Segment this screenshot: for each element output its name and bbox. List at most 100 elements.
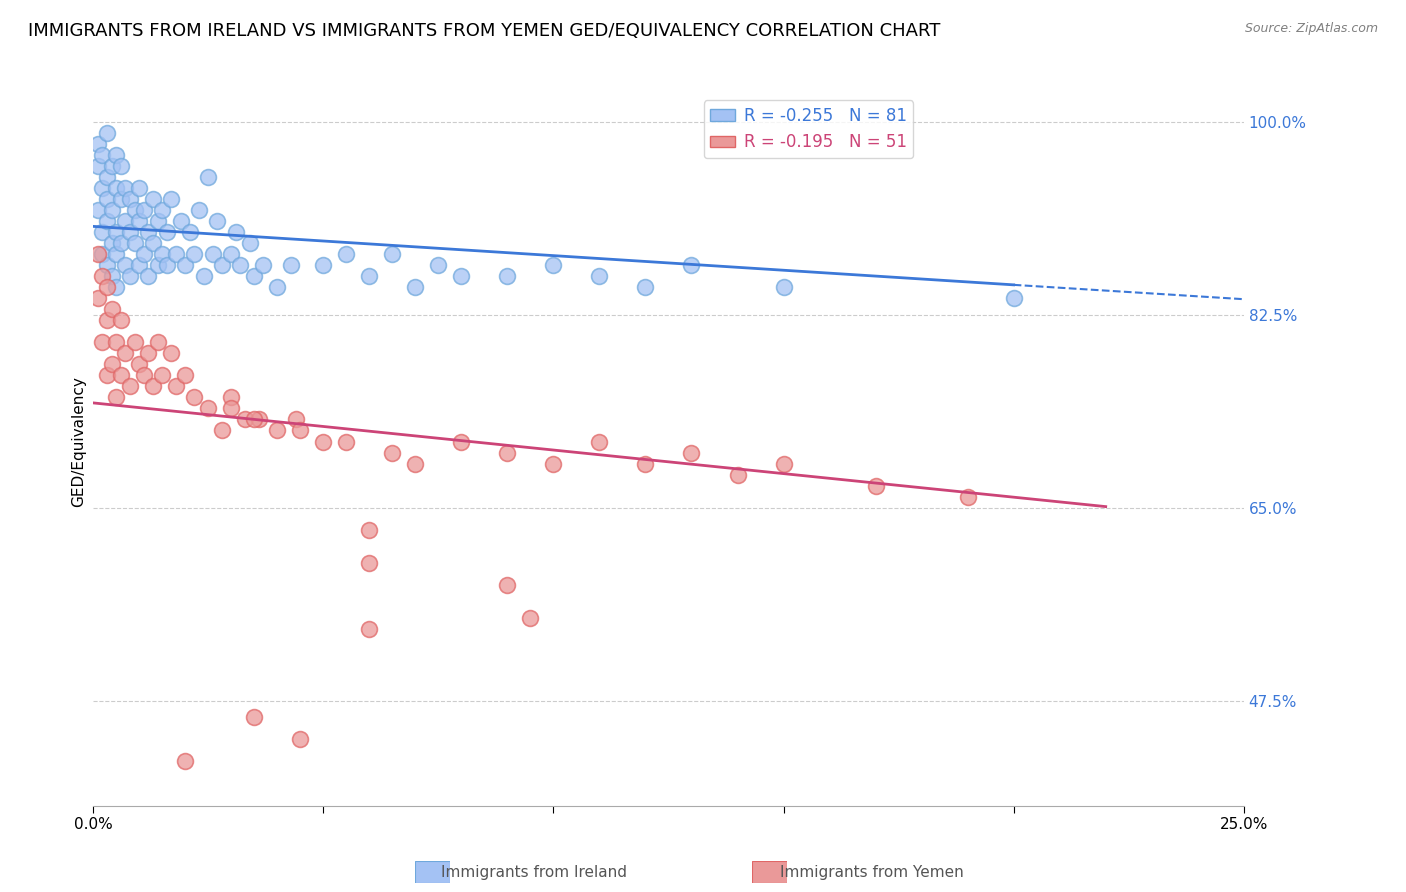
Point [105, 181, 128, 195]
Point [124, 335, 146, 350]
Point [96, 169, 118, 184]
Point [132, 202, 155, 217]
Point [110, 368, 132, 383]
Point [496, 268, 519, 283]
Text: Immigrants from Ireland: Immigrants from Ireland [441, 865, 627, 880]
Point [183, 247, 205, 261]
Point [146, 335, 169, 350]
Point [588, 268, 610, 283]
Point [381, 445, 404, 459]
Point [727, 467, 749, 482]
Point [96, 126, 118, 140]
Point [105, 247, 128, 261]
Point [91, 335, 114, 350]
Point [427, 258, 450, 272]
Point [105, 335, 128, 350]
Point [128, 181, 150, 195]
Point [188, 202, 211, 217]
Point [132, 247, 155, 261]
Point [100, 202, 122, 217]
Point [681, 258, 703, 272]
Point [105, 280, 128, 294]
Point [156, 258, 179, 272]
Point [359, 556, 381, 570]
Point [114, 181, 136, 195]
Point [87, 247, 110, 261]
Point [96, 280, 118, 294]
Point [229, 258, 252, 272]
Point [239, 235, 262, 250]
Y-axis label: GED/Equivalency: GED/Equivalency [72, 376, 86, 507]
Point [243, 710, 266, 724]
Point [105, 391, 128, 405]
Legend: R = -0.255   N = 81, R = -0.195   N = 51: R = -0.255 N = 81, R = -0.195 N = 51 [703, 100, 914, 158]
Point [247, 412, 270, 426]
Point [138, 268, 160, 283]
Point [146, 258, 169, 272]
Point [110, 159, 132, 173]
Point [96, 258, 118, 272]
Point [450, 434, 472, 449]
Point [211, 258, 233, 272]
Point [100, 235, 122, 250]
Point [87, 159, 110, 173]
Point [404, 457, 426, 471]
Point [634, 280, 657, 294]
Point [138, 346, 160, 360]
Point [772, 457, 794, 471]
Point [1002, 291, 1025, 305]
Point [87, 136, 110, 151]
Point [266, 280, 288, 294]
Point [179, 225, 201, 239]
Point [114, 214, 136, 228]
Point [183, 391, 205, 405]
Point [207, 214, 229, 228]
Point [100, 357, 122, 371]
Point [312, 258, 335, 272]
Point [211, 424, 233, 438]
Point [243, 412, 266, 426]
Point [114, 346, 136, 360]
Point [219, 391, 242, 405]
Point [252, 258, 274, 272]
Point [91, 268, 114, 283]
Point [156, 225, 179, 239]
Point [496, 445, 519, 459]
Point [100, 268, 122, 283]
Point [150, 202, 173, 217]
Point [96, 368, 118, 383]
Point [335, 247, 357, 261]
Point [865, 478, 887, 492]
Point [197, 169, 219, 184]
Point [165, 379, 187, 393]
Point [142, 192, 165, 206]
Point [118, 192, 141, 206]
Point [772, 280, 794, 294]
Point [359, 622, 381, 636]
Point [128, 357, 150, 371]
Point [174, 258, 197, 272]
Point [132, 368, 155, 383]
Point [174, 755, 197, 769]
Point [105, 225, 128, 239]
Point [160, 192, 183, 206]
Point [100, 302, 122, 317]
Point [359, 268, 381, 283]
Point [118, 225, 141, 239]
Point [450, 268, 472, 283]
Point [543, 258, 565, 272]
Point [588, 434, 610, 449]
Point [124, 202, 146, 217]
Point [91, 225, 114, 239]
Point [96, 192, 118, 206]
Point [681, 445, 703, 459]
Point [519, 611, 541, 625]
Point [197, 401, 219, 416]
Point [87, 202, 110, 217]
Point [124, 235, 146, 250]
Point [138, 225, 160, 239]
Point [201, 247, 224, 261]
Text: IMMIGRANTS FROM IRELAND VS IMMIGRANTS FROM YEMEN GED/EQUIVALENCY CORRELATION CHA: IMMIGRANTS FROM IRELAND VS IMMIGRANTS FR… [28, 22, 941, 40]
Point [193, 268, 215, 283]
Point [128, 214, 150, 228]
